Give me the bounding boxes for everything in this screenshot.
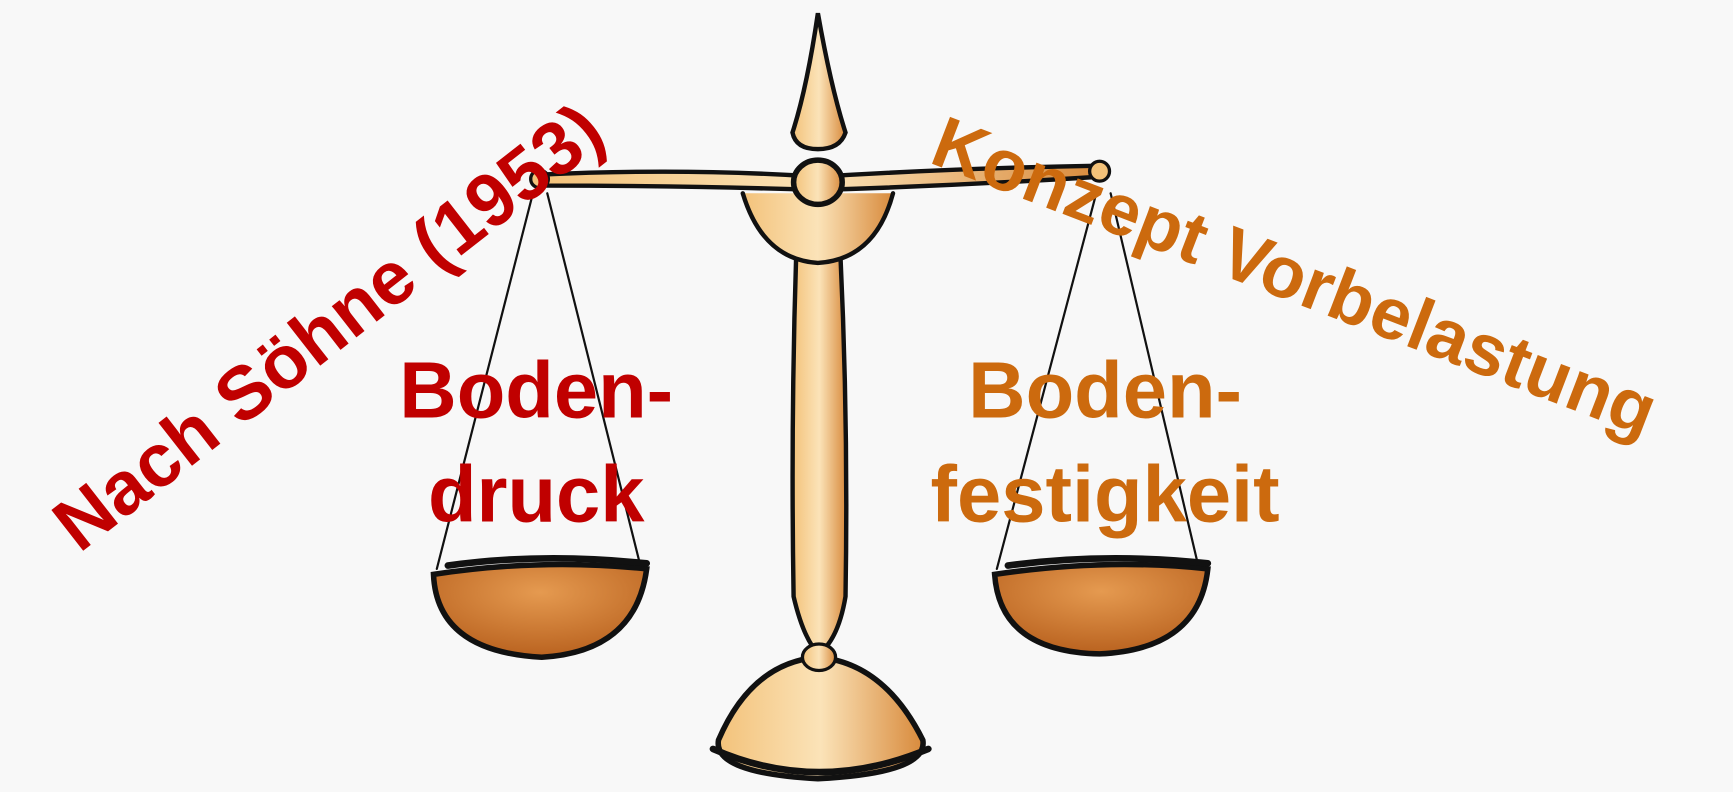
scale-drawing: [430, 12, 1212, 782]
pan-label: druck: [428, 449, 645, 538]
pan-label: Boden-: [968, 346, 1242, 435]
pan-label: Boden-: [399, 346, 673, 435]
pan-label: festigkeit: [931, 449, 1280, 538]
